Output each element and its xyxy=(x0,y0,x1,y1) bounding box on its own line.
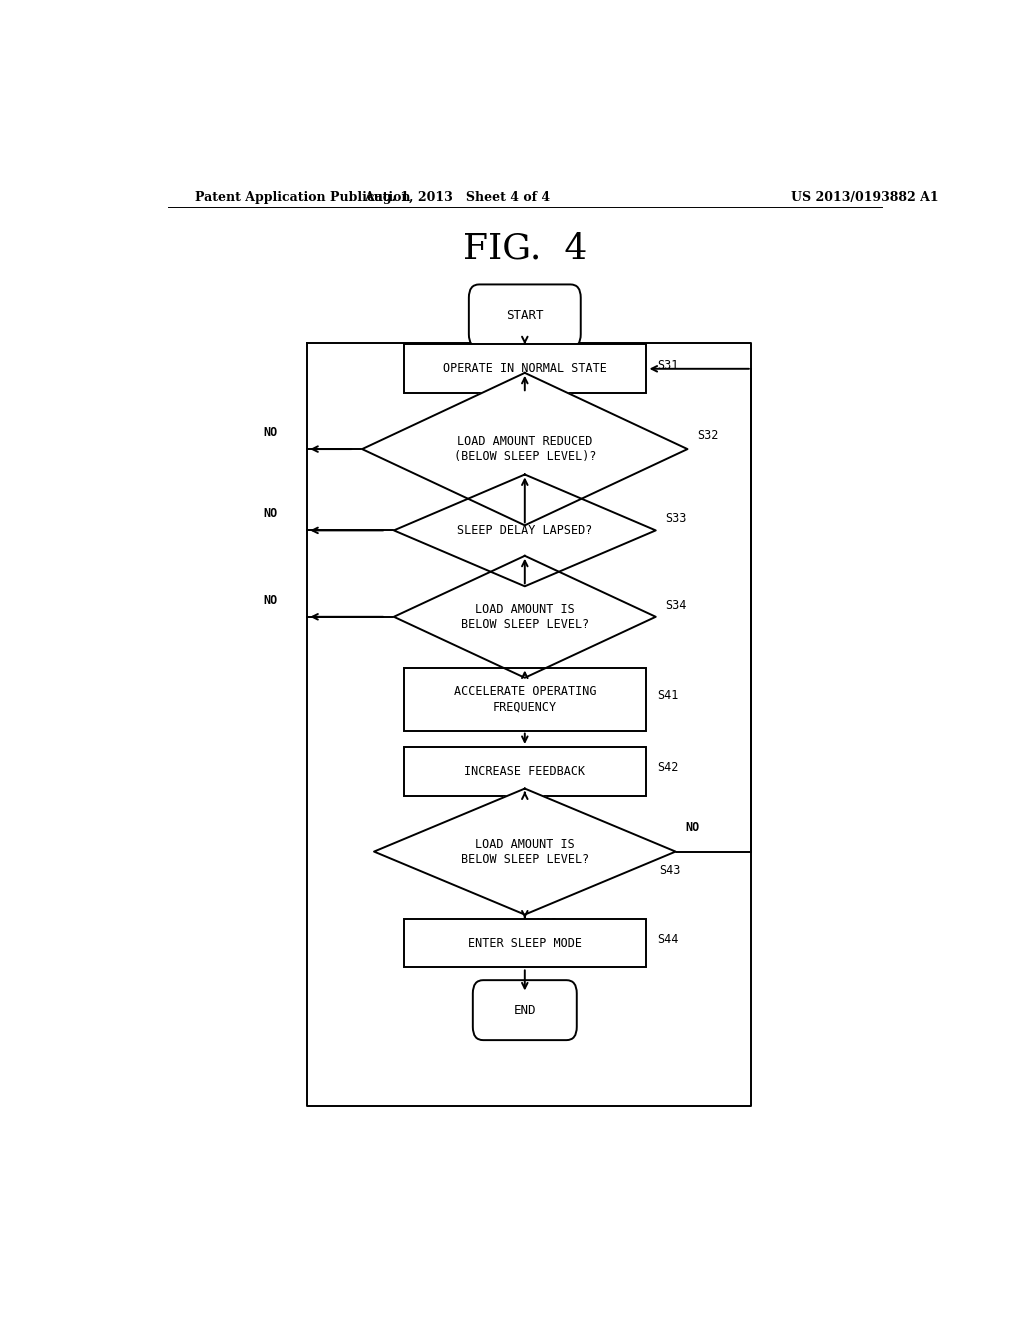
Text: YES: YES xyxy=(537,528,558,540)
Bar xyxy=(403,747,646,796)
Text: YES: YES xyxy=(537,589,558,602)
Text: LOAD AMOUNT IS
BELOW SLEEP LEVEL?: LOAD AMOUNT IS BELOW SLEEP LEVEL? xyxy=(461,603,589,631)
Bar xyxy=(403,919,646,968)
Polygon shape xyxy=(394,556,655,677)
Text: US 2013/0193882 A1: US 2013/0193882 A1 xyxy=(791,191,938,203)
Text: S43: S43 xyxy=(659,865,681,876)
Polygon shape xyxy=(362,372,687,525)
Polygon shape xyxy=(374,788,676,915)
Text: ENTER SLEEP MODE: ENTER SLEEP MODE xyxy=(468,937,582,949)
Text: NO: NO xyxy=(685,821,699,834)
Text: ACCELERATE OPERATING
FREQUENCY: ACCELERATE OPERATING FREQUENCY xyxy=(454,685,596,713)
Text: OPERATE IN NORMAL STATE: OPERATE IN NORMAL STATE xyxy=(442,362,607,375)
Text: START: START xyxy=(506,309,544,322)
Text: Aug. 1, 2013   Sheet 4 of 4: Aug. 1, 2013 Sheet 4 of 4 xyxy=(365,191,551,203)
Text: INCREASE FEEDBACK: INCREASE FEEDBACK xyxy=(464,764,586,777)
Text: S41: S41 xyxy=(657,689,679,702)
Text: S42: S42 xyxy=(657,762,679,775)
Text: FIG.  4: FIG. 4 xyxy=(463,231,587,265)
Bar xyxy=(403,345,646,393)
Text: NO: NO xyxy=(263,507,278,520)
Text: S44: S44 xyxy=(657,933,679,946)
Text: NO: NO xyxy=(263,594,278,607)
Text: Patent Application Publication: Patent Application Publication xyxy=(196,191,411,203)
FancyBboxPatch shape xyxy=(469,284,581,347)
FancyBboxPatch shape xyxy=(473,981,577,1040)
Text: S32: S32 xyxy=(697,429,719,442)
Text: S34: S34 xyxy=(666,599,687,611)
Bar xyxy=(403,668,646,731)
Polygon shape xyxy=(394,474,655,586)
Text: S33: S33 xyxy=(666,512,687,525)
Text: YES: YES xyxy=(537,917,558,929)
Text: S31: S31 xyxy=(657,359,679,372)
Text: YES: YES xyxy=(537,680,558,693)
Text: NO: NO xyxy=(263,426,278,438)
Text: SLEEP DELAY LAPSED?: SLEEP DELAY LAPSED? xyxy=(457,524,593,537)
Text: END: END xyxy=(514,1003,536,1016)
Text: LOAD AMOUNT IS
BELOW SLEEP LEVEL?: LOAD AMOUNT IS BELOW SLEEP LEVEL? xyxy=(461,838,589,866)
Text: LOAD AMOUNT REDUCED
(BELOW SLEEP LEVEL)?: LOAD AMOUNT REDUCED (BELOW SLEEP LEVEL)? xyxy=(454,436,596,463)
